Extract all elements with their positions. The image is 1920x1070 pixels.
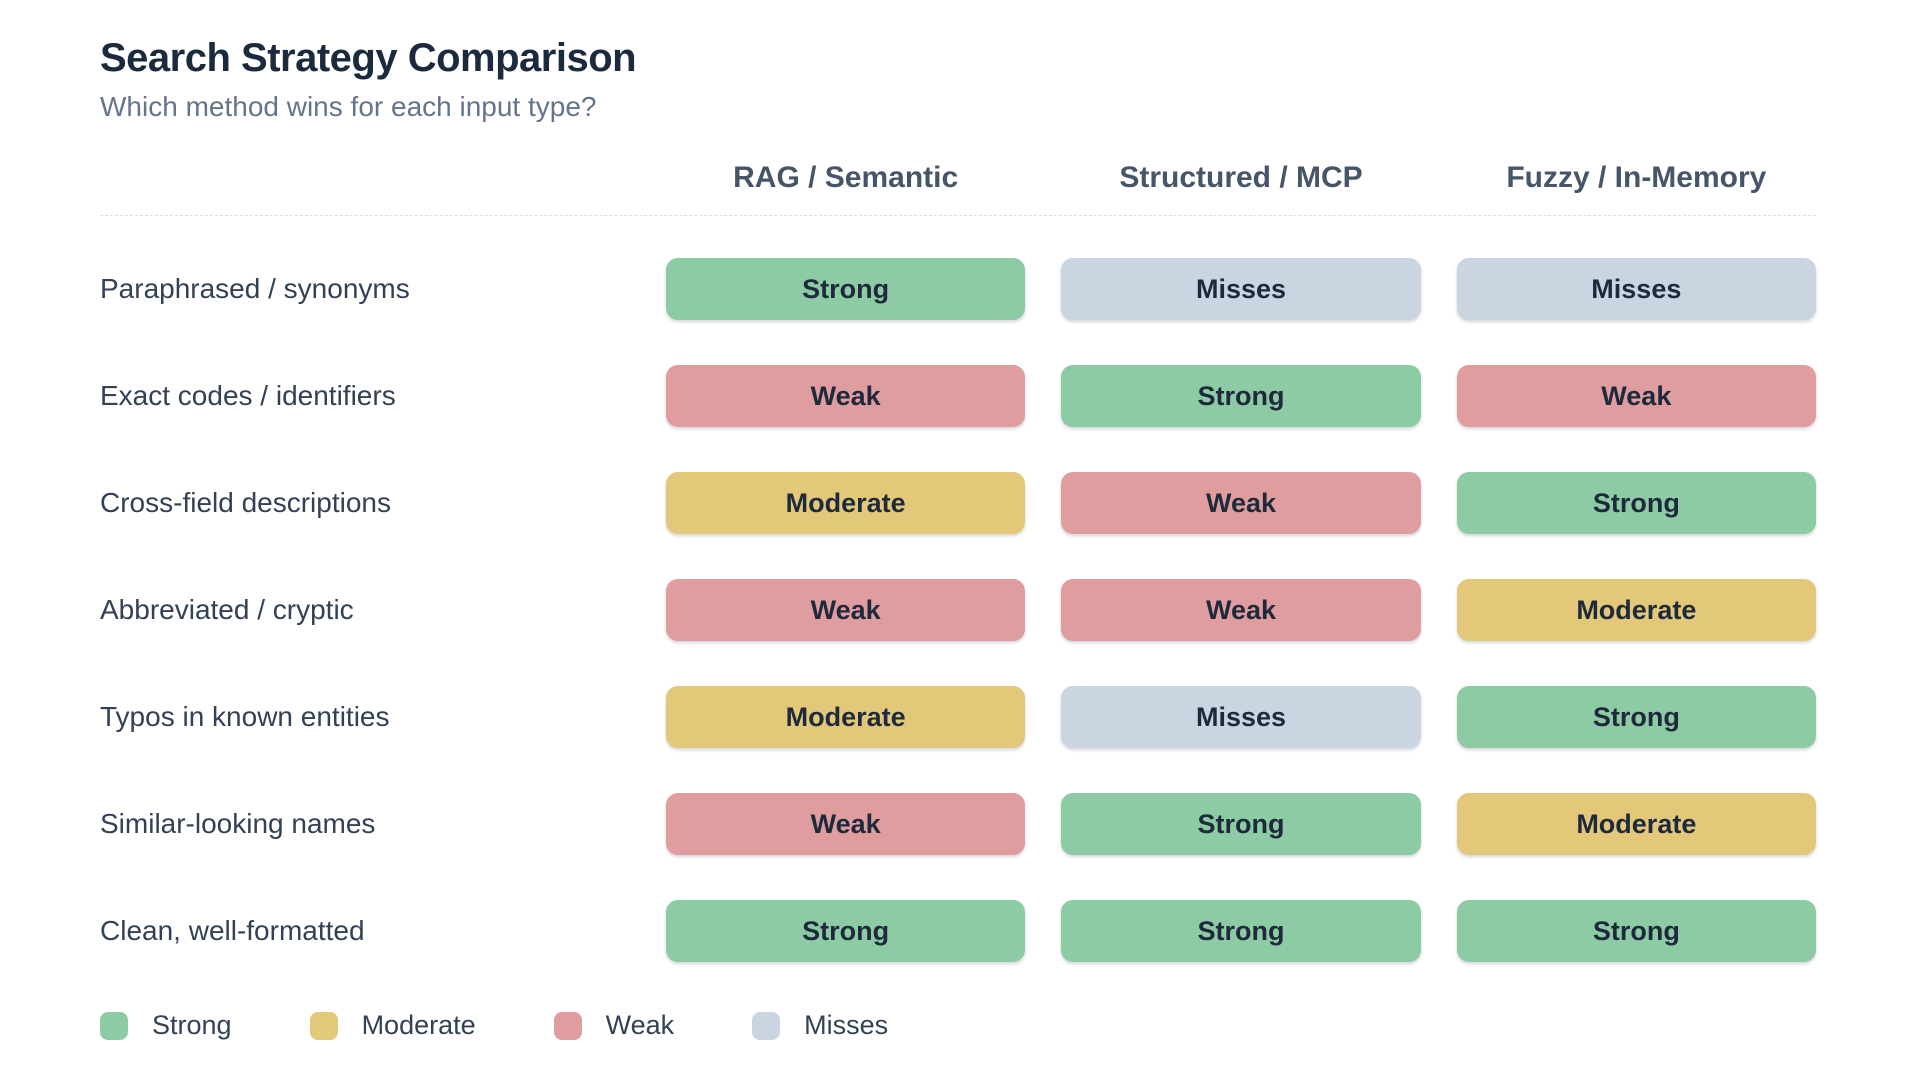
header-spacer — [100, 161, 630, 195]
rating-badge: Weak — [1061, 579, 1421, 641]
legend-item-weak: Weak — [553, 1010, 675, 1041]
rating-badge: Strong — [1456, 686, 1816, 748]
column-header-structured-mcp: Structured / MCP — [1119, 161, 1363, 194]
legend-item-moderate: Moderate — [309, 1010, 476, 1041]
legend-label-strong: Strong — [152, 1010, 232, 1040]
rating-badge: Weak — [666, 365, 1026, 427]
legend-item-strong: Strong — [100, 1010, 232, 1041]
rating-badge: Moderate — [666, 686, 1026, 748]
rating-badge: Moderate — [1456, 579, 1816, 641]
rating-badge: Strong — [666, 258, 1026, 320]
row-label-similar-looking-names: Similar-looking names — [100, 808, 376, 839]
page-subtitle: Which method wins for each input type? — [100, 91, 597, 122]
rating-badge: Misses — [1456, 258, 1816, 320]
rating-badge: Strong — [1456, 900, 1816, 962]
rating-badge: Strong — [1061, 365, 1421, 427]
rating-badge: Weak — [1061, 472, 1421, 534]
row-label-clean-well-formatted: Clean, well-formatted — [100, 915, 365, 946]
row-label-cross-field-descriptions: Cross-field descriptions — [100, 487, 391, 518]
rating-badge: Weak — [666, 579, 1026, 641]
legend-swatch-weak — [553, 1011, 582, 1040]
rating-badge: Strong — [666, 900, 1026, 962]
rating-badge: Weak — [666, 793, 1026, 855]
rating-badge: Moderate — [666, 472, 1026, 534]
legend-swatch-misses — [752, 1011, 781, 1040]
legend-label-weak: Weak — [605, 1010, 675, 1040]
rating-badge: Moderate — [1456, 793, 1816, 855]
legend-swatch-moderate — [309, 1011, 338, 1040]
comparison-table: Paraphrased / synonyms Strong Misses Mis… — [100, 216, 1816, 962]
rating-badge: Weak — [1456, 365, 1816, 427]
legend-item-misses: Misses — [752, 1010, 888, 1041]
rating-badge: Misses — [1061, 258, 1421, 320]
legend: Strong Moderate Weak Misses — [100, 1010, 1816, 1041]
page-title: Search Strategy Comparison — [100, 36, 637, 80]
legend-label-moderate: Moderate — [361, 1010, 476, 1040]
rating-badge: Strong — [1456, 472, 1816, 534]
column-header-fuzzy-in-memory: Fuzzy / In-Memory — [1506, 161, 1767, 194]
column-header-rag-semantic: RAG / Semantic — [733, 161, 959, 194]
row-label-typos-in-known-entities: Typos in known entities — [100, 701, 390, 732]
legend-label-misses: Misses — [804, 1010, 889, 1040]
column-headers: RAG / Semantic Structured / MCP Fuzzy / … — [100, 161, 1816, 216]
row-label-paraphrased-synonyms: Paraphrased / synonyms — [100, 273, 410, 304]
row-label-abbreviated-cryptic: Abbreviated / cryptic — [100, 594, 354, 625]
legend-swatch-strong — [100, 1011, 128, 1040]
rating-badge: Strong — [1061, 793, 1421, 855]
rating-badge: Strong — [1061, 900, 1421, 962]
row-label-exact-codes-identifiers: Exact codes / identifiers — [100, 380, 396, 411]
rating-badge: Misses — [1061, 686, 1421, 748]
